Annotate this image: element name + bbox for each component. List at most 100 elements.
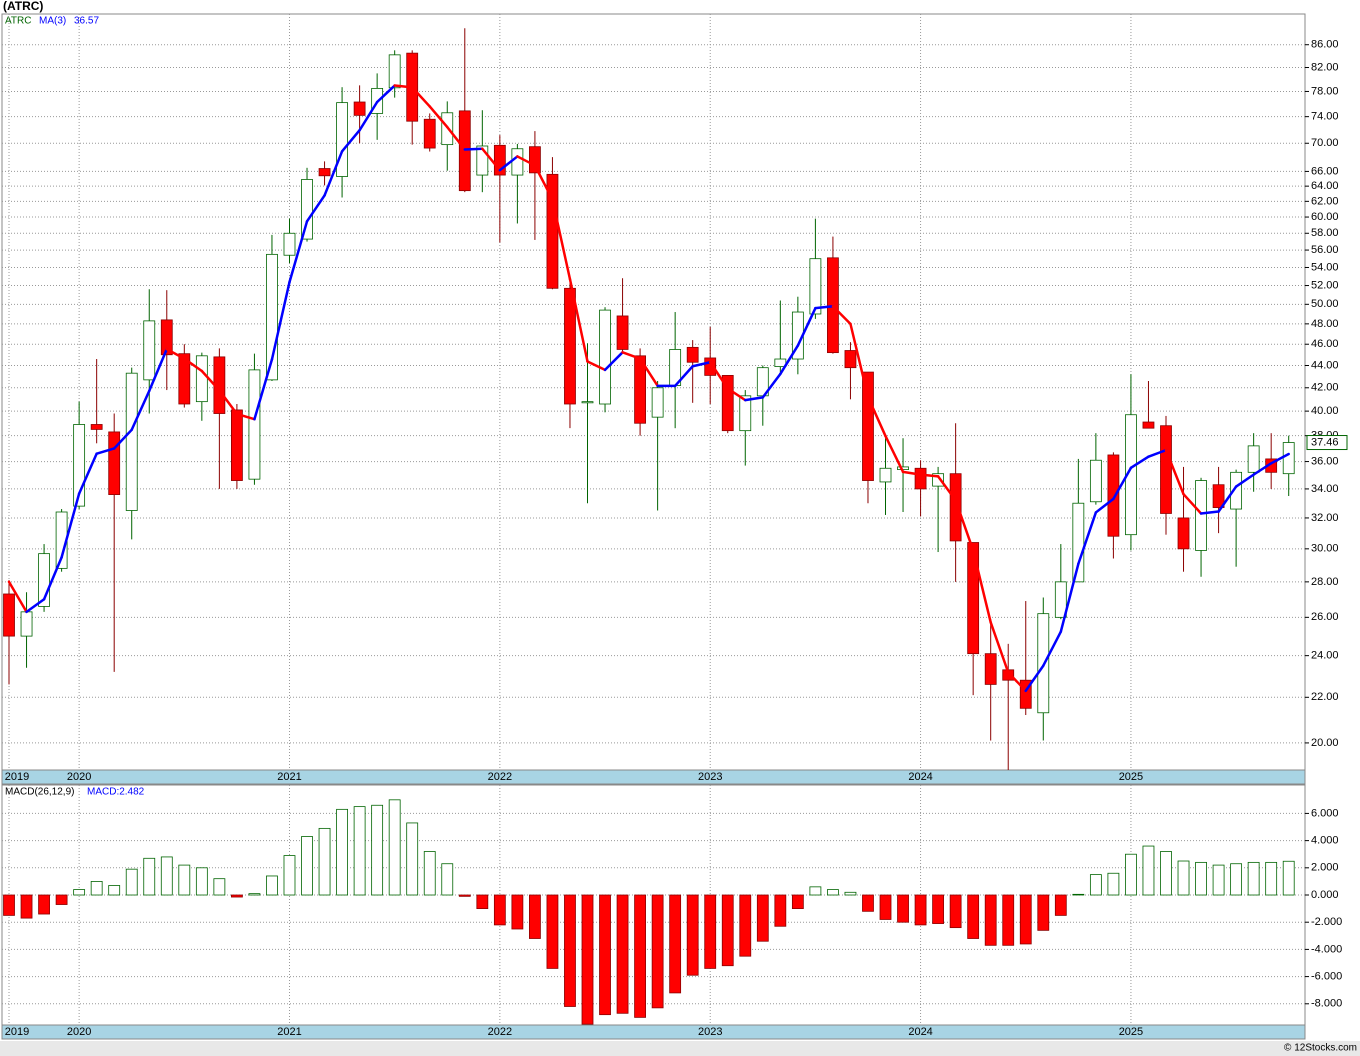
ma-line xyxy=(691,361,712,368)
macd-bar xyxy=(1019,894,1032,945)
macd-bar xyxy=(213,878,226,896)
x-tick-label: 2023 xyxy=(698,771,722,783)
y-tick-label: 46.00 xyxy=(1311,338,1339,350)
y-tick-label: 42.00 xyxy=(1311,382,1339,394)
x-tick-label: 2025 xyxy=(1119,771,1143,783)
candle-body xyxy=(984,653,997,685)
macd-bar xyxy=(791,894,804,910)
candle-body xyxy=(1212,484,1225,508)
ma-line xyxy=(1182,492,1203,515)
y-tick-label: 86.00 xyxy=(1311,39,1339,51)
candle-body xyxy=(546,173,559,289)
candle-body xyxy=(1247,445,1260,473)
candle-body xyxy=(353,101,366,116)
macd-bar xyxy=(90,881,103,896)
macd-bar xyxy=(1089,874,1102,896)
macd-bar xyxy=(1230,863,1243,896)
ma-line xyxy=(1094,497,1115,514)
y-tick-label: -8.000 xyxy=(1311,998,1342,1010)
macd-bar xyxy=(686,894,699,976)
ma-line xyxy=(148,347,169,393)
last-price-label: 37.46 xyxy=(1311,436,1339,448)
ma-line xyxy=(551,198,572,281)
y-tick-label: 4.000 xyxy=(1311,835,1339,847)
ma-line xyxy=(603,351,624,372)
ma-line xyxy=(183,357,204,373)
y-tick-label: 74.00 xyxy=(1311,111,1339,123)
macd-bar xyxy=(195,867,208,896)
ma-line xyxy=(1024,664,1045,693)
candle-body xyxy=(231,409,243,481)
candle-body xyxy=(318,168,331,177)
macd-bar xyxy=(1002,894,1015,946)
macd-bar xyxy=(809,886,822,896)
macd-bar xyxy=(143,857,156,896)
x-tick-label: 2022 xyxy=(488,1026,512,1038)
candle-body xyxy=(1125,414,1137,536)
candle-body xyxy=(388,54,401,89)
candle-body xyxy=(1230,471,1243,510)
x-tick-label: 2019 xyxy=(5,1026,29,1038)
ma-line xyxy=(235,412,256,421)
candle-body xyxy=(704,357,717,376)
candle-body xyxy=(3,593,15,637)
ma-line xyxy=(60,492,81,559)
x-tick-label: 2020 xyxy=(67,1026,91,1038)
macd-bar xyxy=(756,894,769,942)
y-tick-label: 78.00 xyxy=(1311,85,1339,97)
macd-bar xyxy=(546,894,559,969)
legend-ma: MA(3) xyxy=(39,16,66,27)
ma-line xyxy=(218,389,239,416)
y-tick-label: 82.00 xyxy=(1311,61,1339,73)
macd-bar xyxy=(914,894,927,926)
candle-body xyxy=(862,371,874,481)
candle-body xyxy=(529,146,541,174)
ma-line xyxy=(1006,671,1027,693)
macd-bar xyxy=(1072,893,1085,896)
ma-line xyxy=(919,473,940,478)
candle-body xyxy=(73,424,86,507)
ma-line xyxy=(954,499,975,552)
ma-line xyxy=(112,428,133,450)
x-tick-label: 2023 xyxy=(698,1026,722,1038)
candle-body xyxy=(493,144,506,176)
macd-bar xyxy=(599,894,611,1016)
macd-bar xyxy=(739,894,752,957)
candle-body xyxy=(721,374,734,432)
macd-bar xyxy=(1037,894,1050,931)
y-tick-label: 62.00 xyxy=(1311,195,1339,207)
macd-bar xyxy=(371,804,384,896)
macd-bar xyxy=(897,894,909,923)
ma-line xyxy=(77,452,98,495)
candle-body xyxy=(195,355,208,403)
candle-body xyxy=(301,179,313,240)
y-tick-label: 70.00 xyxy=(1311,137,1339,149)
y-tick-label: 64.00 xyxy=(1311,180,1339,192)
ma-line xyxy=(410,86,431,108)
macd-bar xyxy=(441,863,454,896)
ma-line xyxy=(446,125,467,151)
legend-symbol: ATRC xyxy=(5,16,31,27)
candle-body xyxy=(564,287,576,405)
ma-line xyxy=(428,105,449,129)
candle-body xyxy=(967,542,980,655)
macd-bar xyxy=(1195,861,1207,896)
macd-bar xyxy=(564,894,576,1007)
candle-body xyxy=(581,401,594,404)
macd-bar xyxy=(1247,861,1260,896)
candle-body xyxy=(1177,517,1190,550)
ma-line xyxy=(866,395,887,438)
y-tick-label: 22.00 xyxy=(1311,691,1339,703)
x-tick-label: 2025 xyxy=(1119,1026,1143,1038)
date-strip xyxy=(1,769,1306,785)
macd-bar xyxy=(423,851,436,896)
ma-line xyxy=(463,147,484,151)
macd-bar xyxy=(1160,851,1172,896)
date-strip xyxy=(1,1024,1306,1040)
y-tick-label: 50.00 xyxy=(1311,298,1339,310)
candle-body xyxy=(266,253,278,381)
ma-line xyxy=(849,322,870,399)
macd-bar xyxy=(301,836,313,896)
